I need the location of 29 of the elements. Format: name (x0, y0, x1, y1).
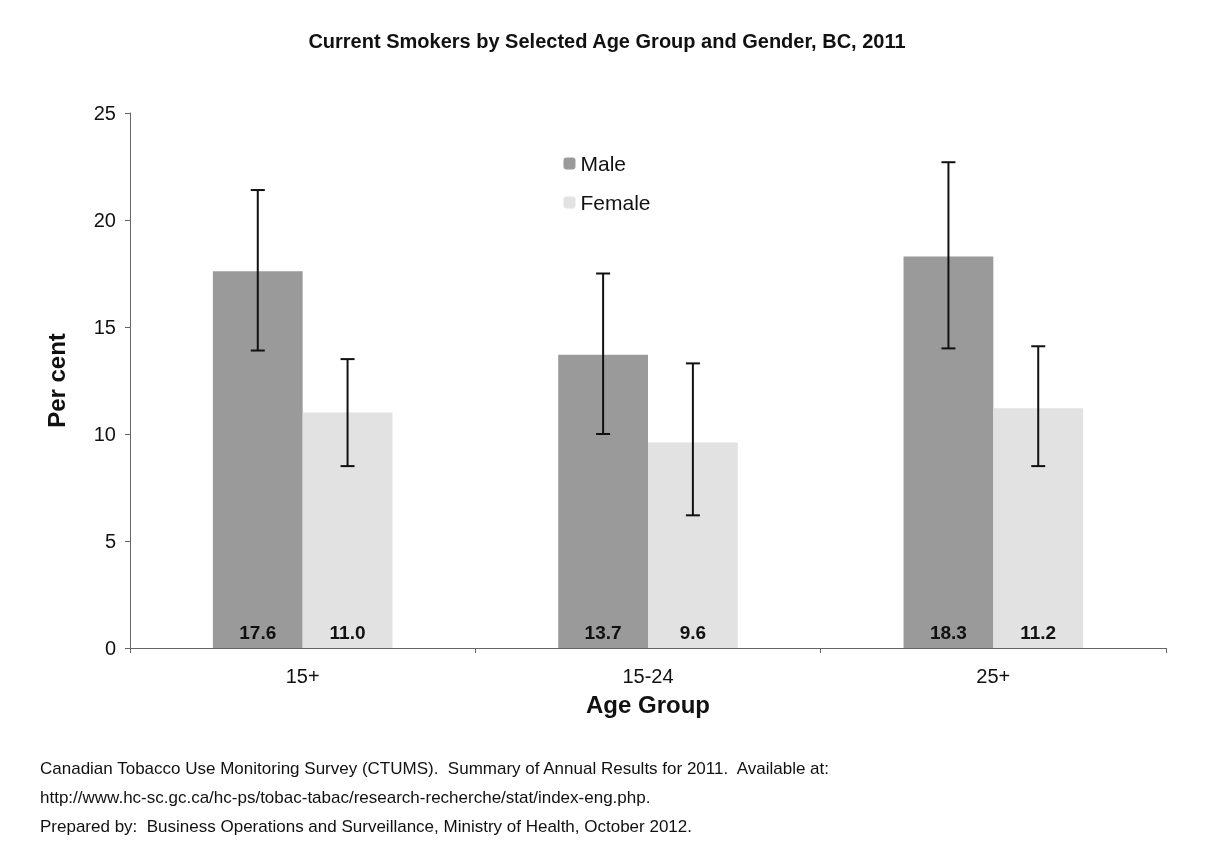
x-tick-label: 15-24 (622, 665, 674, 687)
bar (993, 408, 1084, 648)
data-label: 11.0 (329, 622, 366, 643)
data-label: 13.7 (584, 622, 622, 643)
y-tick-label: 10 (93, 423, 116, 445)
y-axis-title: Per cent (42, 333, 70, 428)
y-tick-label: 0 (104, 637, 116, 659)
bar (648, 442, 738, 648)
data-label: 18.3 (929, 622, 967, 643)
text: Canadian Tobacco Use Monitoring Survey (CTUMS). Summary of Annual Results for 2011. Available at: (40, 759, 829, 778)
x-axis-title: Age Group (586, 690, 710, 718)
y-tick-label: 15 (93, 316, 116, 338)
y-tick-label: 5 (104, 530, 116, 552)
y-tick-label: 25 (93, 102, 116, 124)
bar (302, 412, 393, 648)
data-label: 17.6 (239, 622, 277, 643)
bar (212, 271, 303, 648)
x-tick-label: 15+ (285, 665, 320, 687)
x-tick-label: 25+ (976, 665, 1011, 687)
y-tick-label: 20 (93, 209, 116, 231)
legend-label: Male (580, 152, 627, 175)
text: Prepared by: Business Operations and Surveillance, Ministry of Health, October 2012. (40, 817, 693, 836)
data-label: 9.6 (679, 622, 707, 643)
bar (903, 256, 994, 648)
chart-title: Current Smokers by Selected Age Group and Gender, BC, 2011 (308, 30, 906, 52)
text: http://www.hc-sc.gc.ca/hc-ps/tobac-tabac/research-recherche/stat/index-eng.php. (40, 788, 651, 807)
bar (558, 354, 648, 648)
legend-label: Female (580, 191, 651, 214)
data-label: 11.2 (1020, 622, 1057, 643)
